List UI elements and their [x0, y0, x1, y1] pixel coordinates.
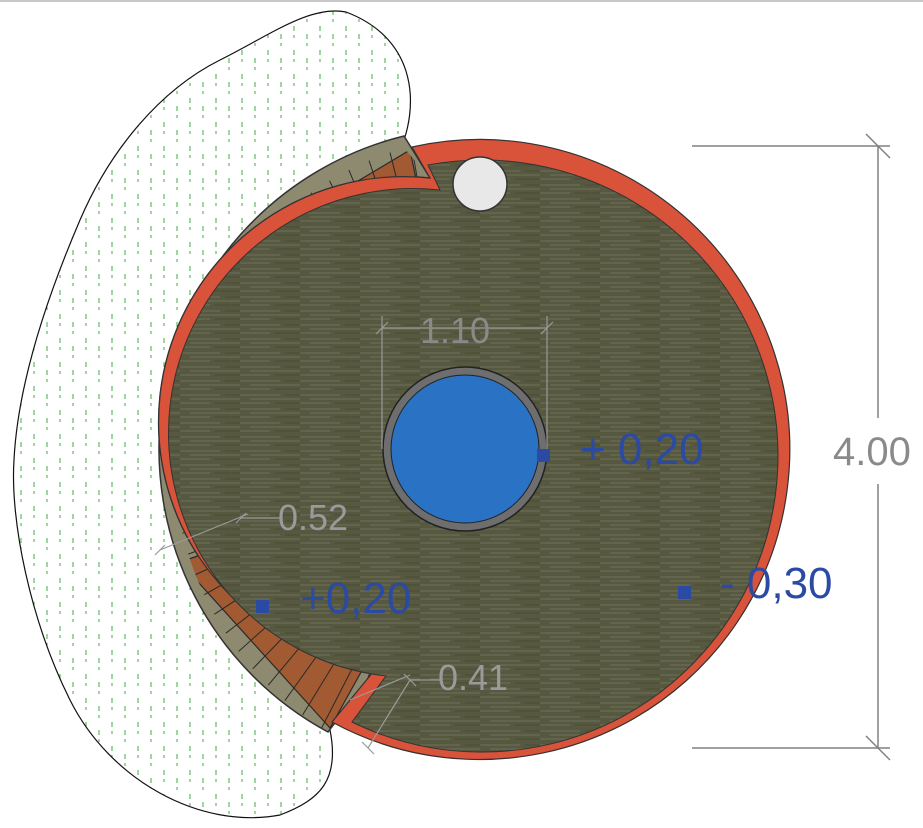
- gap-label: 0.41: [438, 657, 508, 698]
- level-marker-pool-icon: [537, 449, 550, 462]
- step-tread-line: [318, 662, 356, 732]
- garden-ball: [452, 156, 508, 212]
- dimension-overall-height: [692, 133, 891, 761]
- pool-diameter-label: 1.10: [420, 310, 490, 351]
- dimension-step-width: [154, 512, 280, 556]
- level-marker-deck-icon: [678, 586, 691, 599]
- pool-water: [390, 374, 540, 524]
- level-steps-label: +0,20: [300, 574, 411, 623]
- dimension-gap: [349, 673, 440, 755]
- overall-height-label: 4.00: [833, 430, 911, 474]
- level-marker-steps-icon: [256, 600, 269, 613]
- level-deck-label: - 0,30: [720, 559, 833, 608]
- step-tread-line: [297, 653, 341, 723]
- step-width-label: 0.52: [278, 497, 348, 538]
- dimension-pool-diameter: [375, 316, 554, 449]
- level-pool-label: + 0,20: [580, 425, 704, 474]
